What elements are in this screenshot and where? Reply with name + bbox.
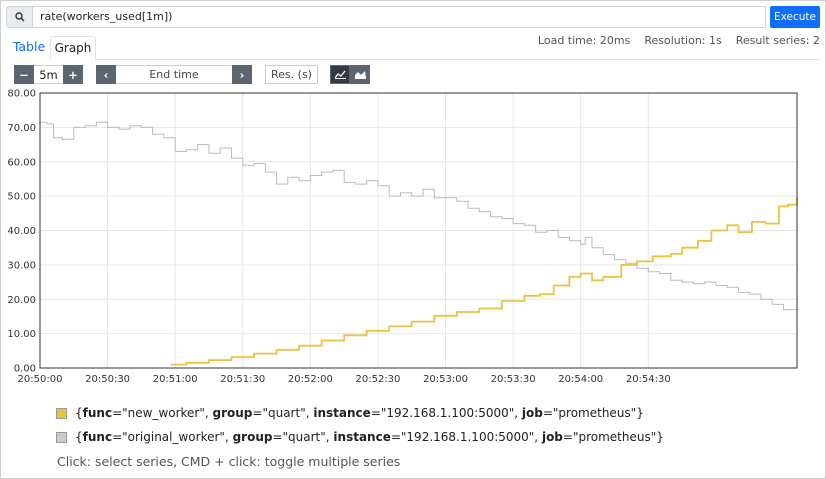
legend-text-part: ="quart",: [252, 406, 314, 420]
x-axis-ticks: 20:50:00 20:50:30 20:51:00 20:51:30 20:52:00…: [18, 374, 671, 385]
y-tick-label: 0.00: [14, 364, 36, 375]
load-time: Load time: 20ms: [537, 34, 631, 47]
x-tick-label: 20:50:30: [85, 374, 130, 385]
legend-swatch: [56, 431, 67, 443]
x-tick-label: 20:51:00: [153, 374, 198, 385]
graph-chart[interactable]: 0.00 10.00 20.00 30.00 40.00 50.00 60.00 70.00 8…: [0, 86, 826, 390]
legend-text-part: instance: [313, 406, 371, 420]
legend-text-part: ="quart",: [272, 430, 334, 444]
legend-swatch: [56, 407, 67, 419]
x-tick-label: 20:53:00: [423, 374, 468, 385]
query-stats: Load time: 20ms Resolution: 1s Result se…: [538, 34, 820, 47]
y-tick-label: 30.00: [7, 260, 36, 271]
x-tick-label: 20:51:30: [220, 374, 265, 385]
legend-item-new-worker[interactable]: {func="new_worker", group="quart", insta…: [56, 403, 644, 423]
x-tick-label: 20:50:00: [18, 374, 63, 385]
x-tick-label: 20:54:30: [626, 374, 671, 385]
x-tick-label: 20:52:00: [288, 374, 333, 385]
line-chart-icon[interactable]: [330, 65, 350, 84]
stacked-chart-icon[interactable]: [350, 65, 370, 84]
chart-series: [40, 121, 798, 366]
search-icon[interactable]: [6, 6, 32, 28]
legend-text-part: group: [232, 430, 273, 444]
y-tick-label: 50.00: [7, 192, 36, 203]
legend-text-part: ="192.168.1.100:5000",: [390, 430, 542, 444]
legend-text-part: ="192.168.1.100:5000",: [370, 406, 522, 420]
legend-item-original-worker[interactable]: {func="original_worker", group="quart", …: [56, 427, 664, 447]
tab-graph[interactable]: Graph: [50, 36, 96, 60]
x-tick-label: 20:54:00: [558, 374, 603, 385]
tab-divider: [96, 59, 820, 60]
query-input[interactable]: rate(workers_used[1m]): [32, 6, 766, 28]
tab-table[interactable]: Table: [12, 39, 46, 54]
legend-text-part: func: [82, 406, 113, 420]
previous-time-button[interactable]: ‹: [96, 65, 116, 84]
x-tick-label: 20:52:30: [355, 374, 400, 385]
x-tick-label: 20:53:30: [491, 374, 536, 385]
execute-button[interactable]: Execute: [770, 6, 820, 28]
legend-text-part: instance: [333, 430, 391, 444]
decrease-range-button[interactable]: −: [14, 65, 34, 84]
legend-label: {func="original_worker", group="quart", …: [75, 430, 664, 444]
result-series: Result series: 2: [735, 34, 820, 47]
legend-label: {func="new_worker", group="quart", insta…: [75, 406, 644, 420]
y-tick-label: 10.00: [7, 329, 36, 340]
legend-text-part: {: [75, 430, 83, 444]
y-tick-label: 60.00: [7, 157, 36, 168]
legend-text-part: ="prometheus"}: [562, 430, 664, 444]
legend-text-part: job: [541, 430, 563, 444]
resolution-input[interactable]: Res. (s): [265, 65, 318, 84]
y-tick-label: 80.00: [7, 89, 36, 100]
series-line-new-worker[interactable]: [170, 197, 798, 366]
y-tick-label: 40.00: [7, 226, 36, 237]
y-axis-ticks: 0.00 10.00 20.00 30.00 40.00 50.00 60.00 70.00 8…: [7, 89, 36, 375]
legend-text-part: ="prometheus"}: [542, 406, 644, 420]
end-time-input[interactable]: End time: [116, 65, 232, 84]
legend-hint: Click: select series, CMD + click: toggl…: [57, 454, 401, 469]
legend-text-part: ="new_worker",: [112, 406, 213, 420]
range-input[interactable]: 5m: [34, 65, 63, 84]
series-line-original-worker[interactable]: [40, 121, 797, 311]
plot-frame: [39, 92, 798, 369]
legend-text-part: group: [212, 406, 253, 420]
y-tick-label: 20.00: [7, 295, 36, 306]
increase-range-button[interactable]: +: [63, 65, 83, 84]
next-time-button[interactable]: ›: [232, 65, 252, 84]
legend-text-part: {: [75, 406, 83, 420]
y-tick-label: 70.00: [7, 123, 36, 134]
resolution: Resolution: 1s: [644, 34, 722, 47]
legend-text-part: func: [82, 430, 113, 444]
legend-text-part: job: [521, 406, 543, 420]
legend-text-part: ="original_worker",: [112, 430, 233, 444]
